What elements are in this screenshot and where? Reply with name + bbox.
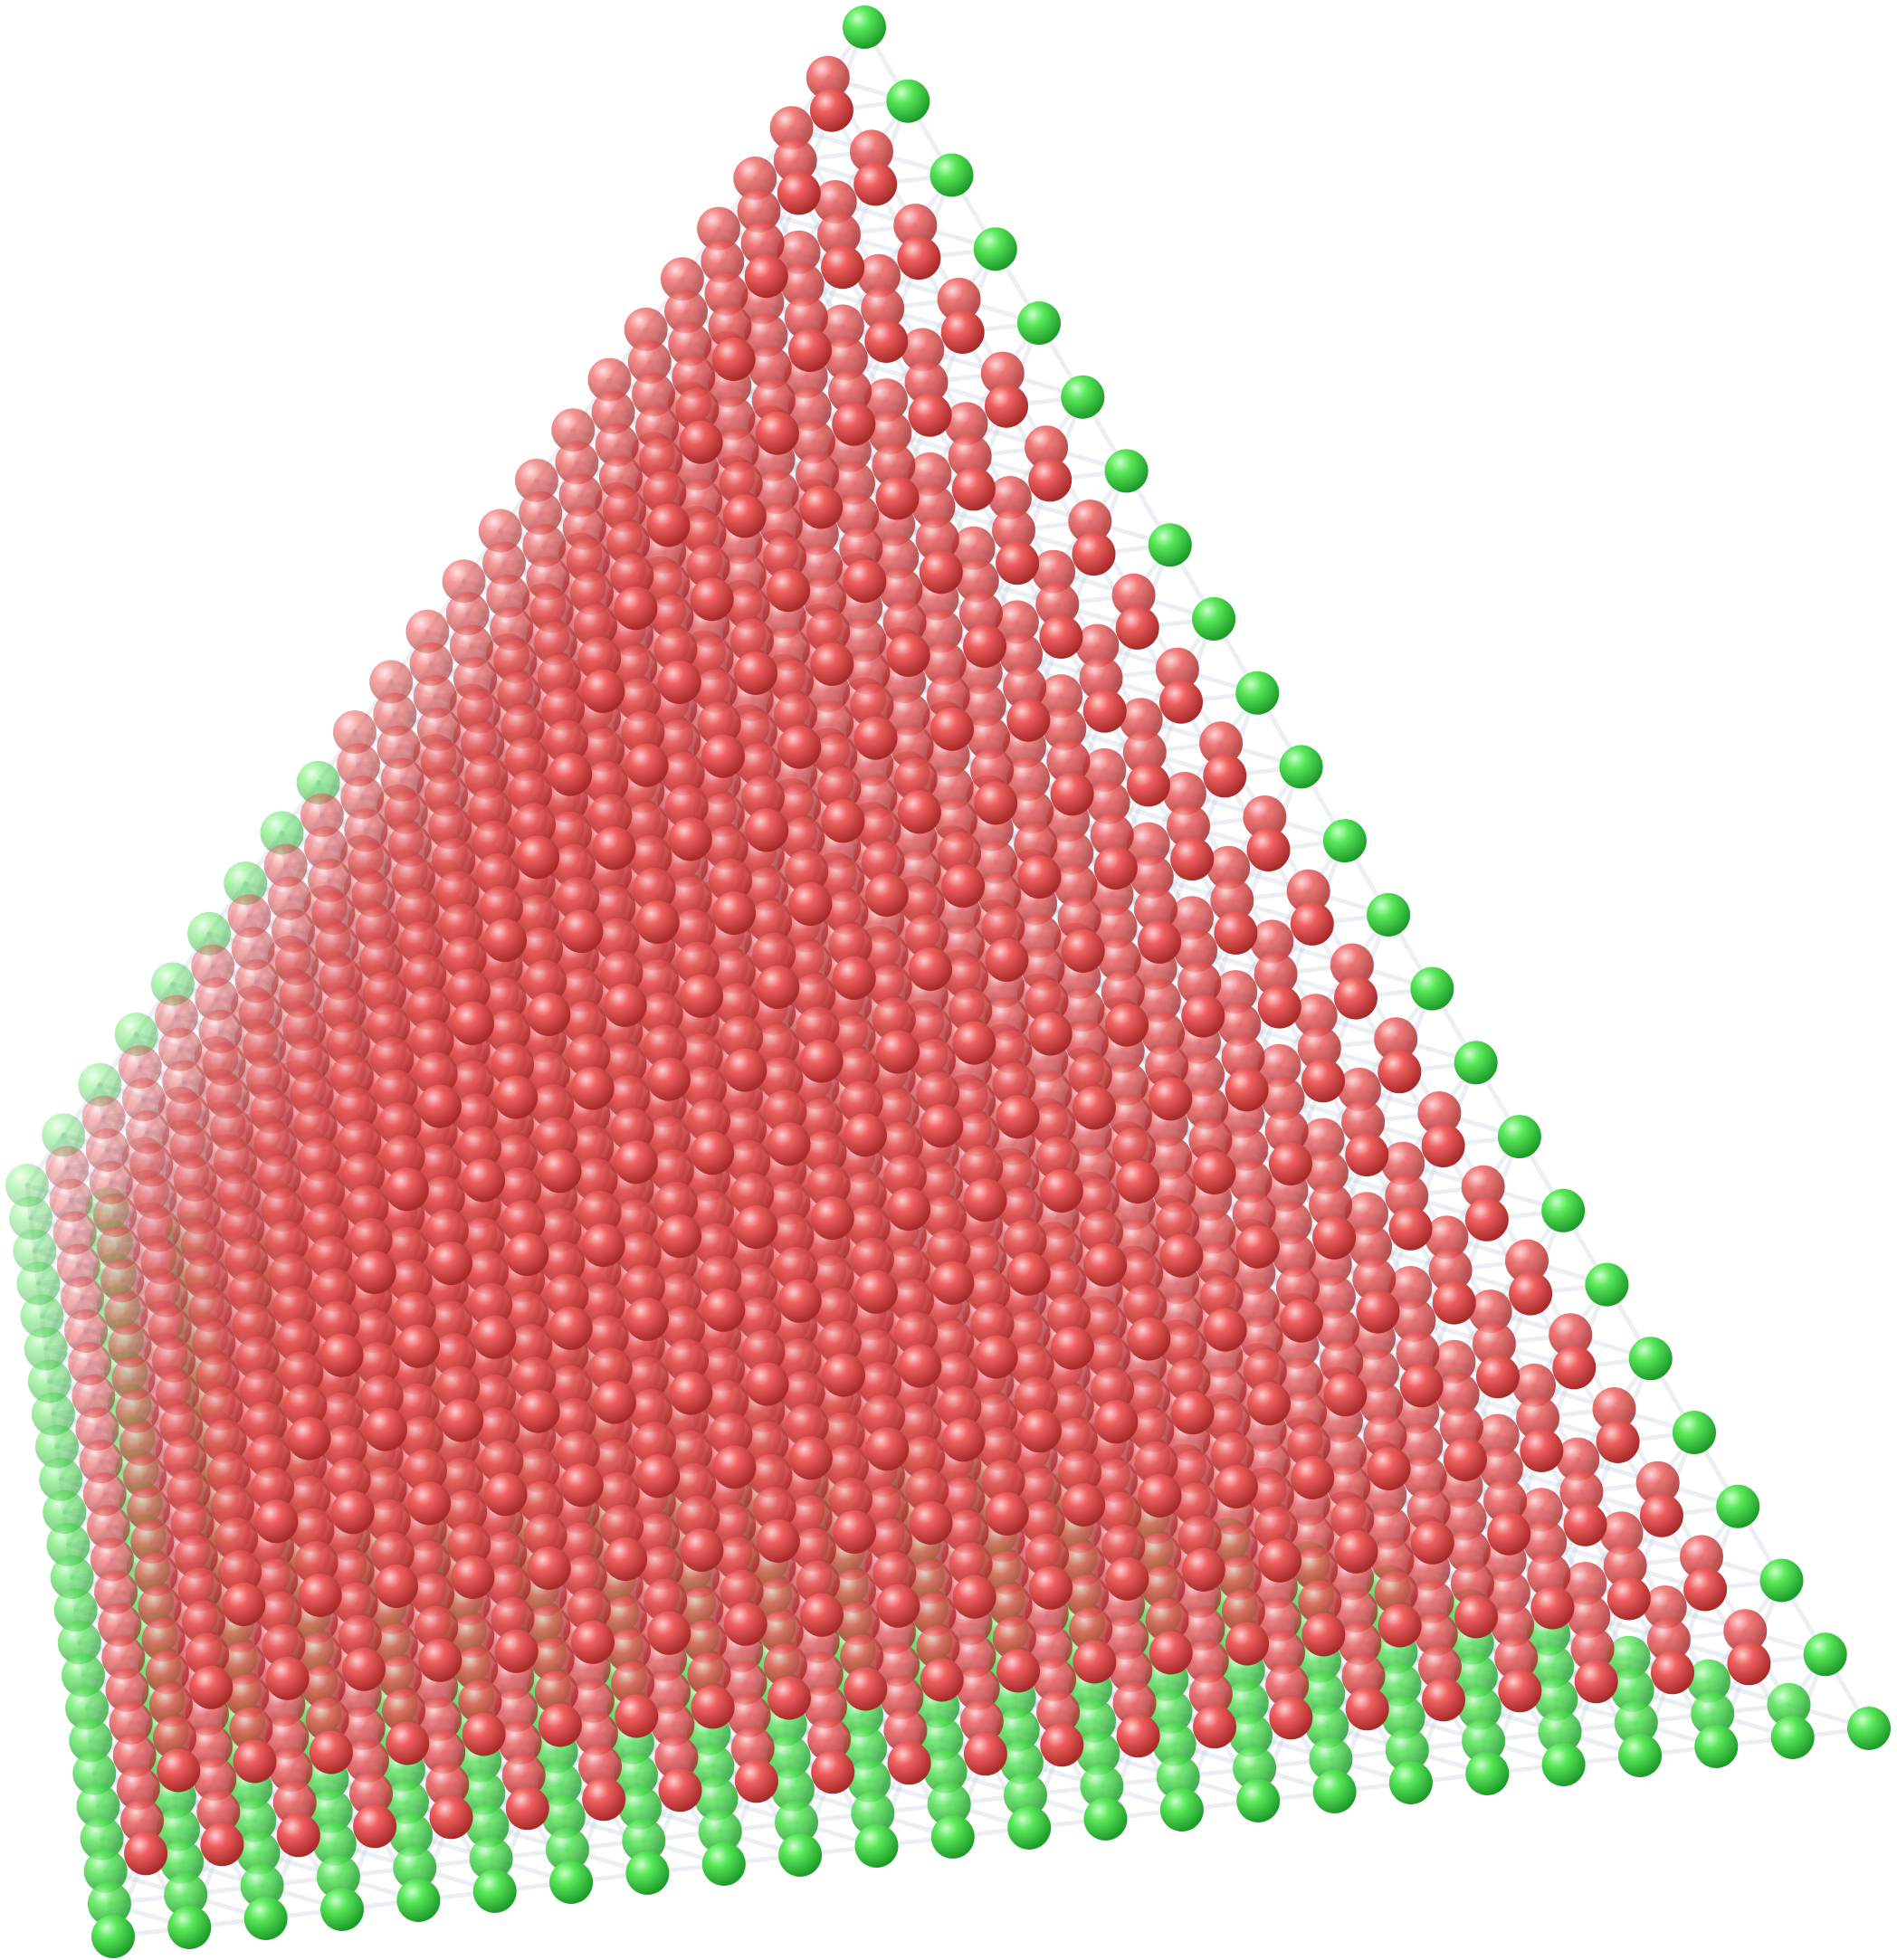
tetrahedral-lattice-graph xyxy=(5,5,1891,1958)
lattice-graph-figure xyxy=(5,5,1891,1958)
